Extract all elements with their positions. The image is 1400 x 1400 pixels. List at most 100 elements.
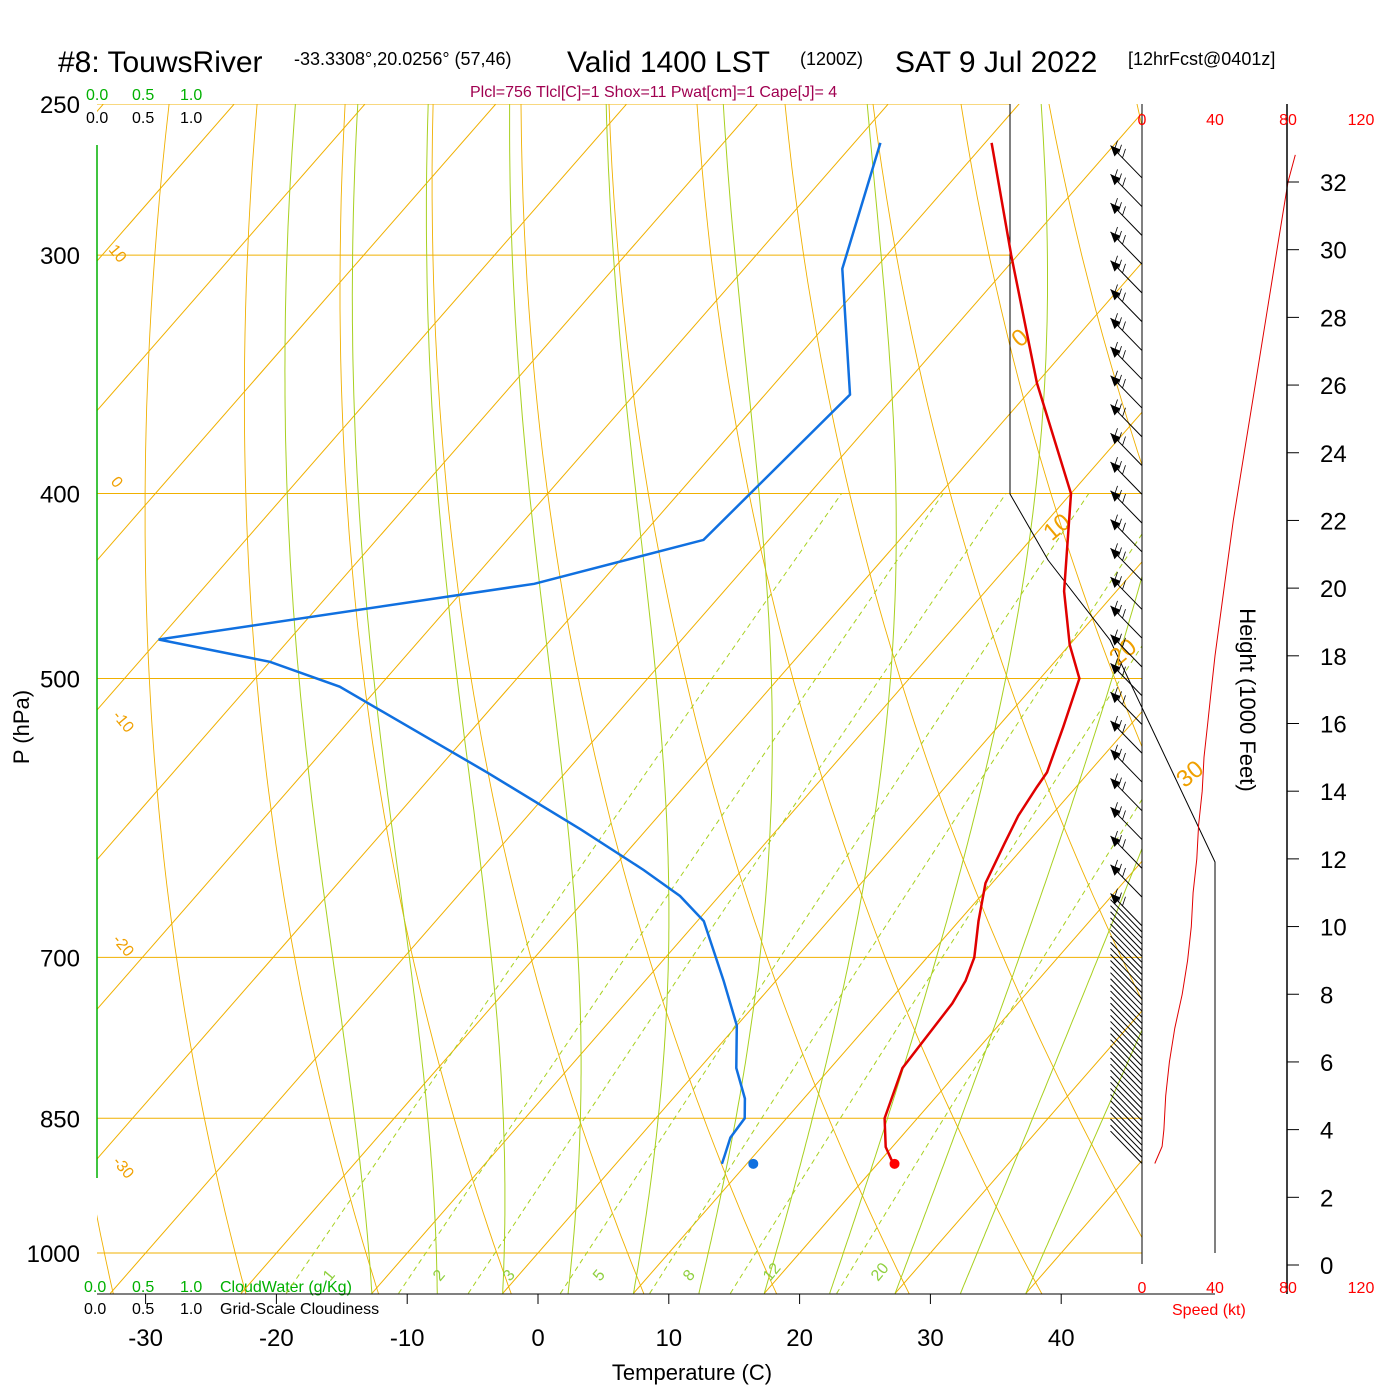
wind-barb (1110, 1027, 1143, 1061)
wind-barb (1110, 899, 1143, 933)
height-axis-title: Height (1000 Feet) (1235, 608, 1260, 791)
wind-barb-feather (1118, 144, 1122, 154)
moist-adiabat (425, 104, 506, 1294)
theta-label: -10 (109, 708, 137, 737)
wind-barb-feather (1122, 839, 1126, 849)
wind-barb-pennant (1110, 433, 1121, 445)
wind-barb (1110, 966, 1143, 1000)
wind-barb-pennant (1110, 807, 1121, 819)
height-tick-8: 8 (1320, 982, 1333, 1009)
wind-barb-feather (1122, 465, 1126, 475)
wind-barb (1110, 1069, 1143, 1103)
x-axis-title: Temperature (C) (612, 1360, 772, 1385)
sounding-traces (158, 142, 1081, 1169)
cloudwater-scale-0-bottom: 0.0 (84, 1279, 106, 1296)
temp-tick-20: 20 (786, 1325, 813, 1352)
theta-label: -20 (109, 932, 137, 961)
speed-axis-label: Speed (kt) (1172, 1302, 1246, 1319)
dry-adiabat (243, 104, 380, 1294)
wind-barb-feather (1122, 493, 1126, 504)
right-boundary (1009, 104, 1216, 1253)
wind-barb-feather (1122, 781, 1126, 791)
cloudwater-scale-1-top: 0.5 (132, 87, 154, 104)
dry-adiabat (144, 104, 247, 1294)
dewpoint-trace (158, 142, 882, 1165)
wind-barb (1110, 990, 1143, 1024)
wind-barb (1110, 1008, 1143, 1042)
wind-barb-feather (1114, 226, 1118, 237)
cloudiness-scale-0-top: 0.0 (86, 110, 108, 127)
wind-barb-feather (1122, 378, 1126, 389)
wind-barb-feather (1118, 662, 1122, 672)
wind-barb (1110, 1094, 1143, 1128)
wind-barb-feather (1114, 802, 1118, 812)
dry-adiabat (431, 104, 645, 1294)
cloudiness-scale-1-top: 0.5 (132, 110, 154, 127)
wind-barb-pennant (1110, 605, 1121, 617)
isotherm-line (97, 104, 1020, 1160)
wind-barb (1110, 1014, 1143, 1049)
wind-barb-feather (1114, 514, 1118, 524)
wind-barb-pennant (1110, 404, 1121, 416)
wind-barb-feather (1118, 518, 1122, 528)
wind-barb (1110, 984, 1143, 1018)
moist-adiabat (763, 104, 897, 1294)
wind-barb (1110, 1081, 1143, 1116)
wind-barb (1110, 941, 1143, 975)
wind-barb-pennant (1110, 692, 1121, 704)
cloudwater-scale-0-top: 0.0 (86, 87, 108, 104)
temp-tick--10: -10 (390, 1325, 425, 1352)
wind-barb-feather (1114, 830, 1118, 841)
wind-barb-pennant (1110, 260, 1121, 272)
wind-barb-feather (1122, 608, 1126, 619)
cloudwater-scale-1-bottom: 0.5 (132, 1279, 154, 1296)
temp-tick--30: -30 (128, 1325, 163, 1352)
moist-adiabat (894, 574, 1142, 1294)
wind-barb-feather (1114, 399, 1118, 409)
theta-label: 10 (105, 242, 130, 267)
wind-barb-feather (1118, 345, 1122, 356)
wind-barb-pennant (1110, 231, 1121, 243)
dry-adiabat (520, 104, 778, 1294)
wind-barb-feather (1114, 888, 1118, 898)
pressure-tick-300: 300 (40, 243, 80, 270)
cloudwater-label: CloudWater (g/Kg) (220, 1279, 352, 1296)
theta-label: -30 (109, 1154, 137, 1183)
wind-barb-feather (1114, 313, 1118, 323)
mixing-ratio-label: 2 (430, 1267, 449, 1285)
temperature-trace (883, 142, 1081, 1166)
temp-tick-10: 10 (655, 1325, 682, 1352)
wind-barb (1110, 1112, 1143, 1146)
wind-barb-feather (1122, 263, 1126, 274)
wind-barb (1110, 1021, 1143, 1055)
wind-barb-feather (1114, 341, 1118, 352)
cloudiness-scale-0-bottom: 0.0 (84, 1301, 106, 1318)
height-tick-22: 22 (1320, 508, 1347, 535)
wind-barb (1110, 972, 1143, 1006)
wind-barb-feather (1122, 206, 1126, 216)
temp-tick-0: 0 (531, 1325, 544, 1352)
wind-barb (1110, 1106, 1143, 1140)
wind-barb-feather (1122, 350, 1126, 360)
dry-adiabat (872, 104, 1142, 1002)
temp-tick-40: 40 (1048, 1325, 1075, 1352)
wind-barb-pennant (1110, 289, 1121, 301)
height-tick-26: 26 (1320, 373, 1347, 400)
dry-adiabat (1391, 70, 1400, 1301)
pressure-tick-250: 250 (40, 92, 80, 119)
wind-barb-feather (1114, 543, 1118, 553)
height-tick-6: 6 (1320, 1050, 1333, 1077)
isotherm-line (97, 104, 366, 412)
wind-panel (1110, 104, 1296, 1264)
wind-barb-feather (1114, 572, 1118, 582)
isotherm-line (1157, 70, 1400, 1293)
plot-frame (96, 104, 1216, 1295)
speed-tick-top-80: 80 (1279, 112, 1297, 129)
dry-adiabat (1048, 104, 1142, 467)
surface_temperature-marker (889, 1158, 900, 1169)
wind-barb-feather (1114, 859, 1118, 869)
wind-barb (1110, 911, 1143, 945)
isotherm-line (240, 261, 1142, 1294)
isotherm-line (97, 104, 759, 861)
